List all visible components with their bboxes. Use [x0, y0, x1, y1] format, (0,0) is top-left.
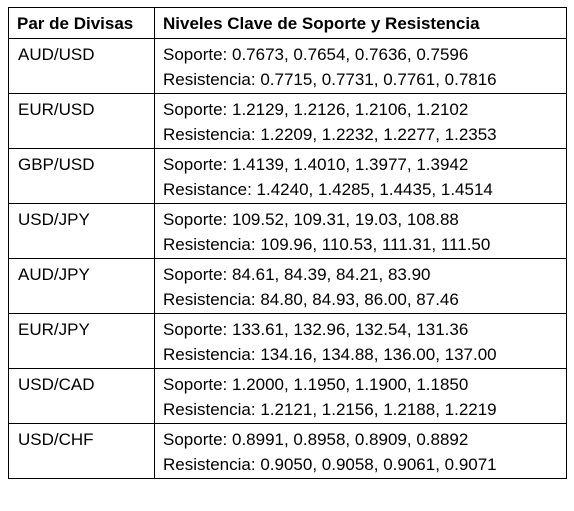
levels-cell: Soporte: 0.8991, 0.8958, 0.8909, 0.8892 R… [154, 423, 567, 479]
support-levels: Soporte: 133.61, 132.96, 132.54, 131.36 [163, 320, 469, 339]
resistance-levels: Resistencia: 1.2121, 1.2156, 1.2188, 1.2… [163, 400, 497, 419]
support-levels: Soporte: 0.8991, 0.8958, 0.8909, 0.8892 [163, 430, 469, 449]
levels-cell: Soporte: 84.61, 84.39, 84.21, 83.90 Resis… [154, 258, 567, 314]
resistance-levels: Resistencia: 134.16, 134.88, 136.00, 137… [163, 345, 497, 364]
table-row: AUD/USD Soporte: 0.7673, 0.7654, 0.7636, … [8, 38, 567, 94]
resistance-levels: Resistencia: 1.2209, 1.2232, 1.2277, 1.2… [163, 125, 497, 144]
support-levels: Soporte: 109.52, 109.31, 19.03, 108.88 [163, 210, 459, 229]
resistance-levels: Resistance: 1.4240, 1.4285, 1.4435, 1.45… [163, 180, 493, 199]
table-row: USD/CAD Soporte: 1.2000, 1.1950, 1.1900, … [8, 368, 567, 424]
currency-pair-cell: EUR/JPY [8, 313, 155, 369]
levels-cell: Soporte: 109.52, 109.31, 19.03, 108.88 Re… [154, 203, 567, 259]
table-row: USD/CHF Soporte: 0.8991, 0.8958, 0.8909, … [8, 423, 567, 479]
levels-cell: Soporte: 0.7673, 0.7654, 0.7636, 0.7596 R… [154, 38, 567, 94]
currency-pair-cell: USD/CHF [8, 423, 155, 479]
currency-pair-cell: USD/CAD [8, 368, 155, 424]
support-levels: Soporte: 1.2129, 1.2126, 1.2106, 1.2102 [163, 100, 469, 119]
table-row: GBP/USD Soporte: 1.4139, 1.4010, 1.3977, … [8, 148, 567, 204]
levels-cell: Soporte: 133.61, 132.96, 132.54, 131.36 R… [154, 313, 567, 369]
table-row: EUR/USD Soporte: 1.2129, 1.2126, 1.2106, … [8, 93, 567, 149]
support-levels: Soporte: 1.2000, 1.1950, 1.1900, 1.1850 [163, 375, 469, 394]
resistance-levels: Resistencia: 0.9050, 0.9058, 0.9061, 0.9… [163, 455, 497, 474]
table-row: AUD/JPY Soporte: 84.61, 84.39, 84.21, 83.… [8, 258, 567, 314]
table-body: AUD/USD Soporte: 0.7673, 0.7654, 0.7636, … [8, 38, 567, 479]
table-header-row: Par de Divisas Niveles Clave de Soporte … [8, 7, 567, 39]
currency-pair-cell: AUD/JPY [8, 258, 155, 314]
header-currency-pair: Par de Divisas [8, 7, 155, 39]
table-row: USD/JPY Soporte: 109.52, 109.31, 19.03, 1… [8, 203, 567, 259]
support-levels: Soporte: 0.7673, 0.7654, 0.7636, 0.7596 [163, 45, 469, 64]
header-key-levels: Niveles Clave de Soporte y Resistencia [154, 7, 567, 39]
support-levels: Soporte: 1.4139, 1.4010, 1.3977, 1.3942 [163, 155, 469, 174]
resistance-levels: Resistencia: 0.7715, 0.7731, 0.7761, 0.7… [163, 70, 497, 89]
levels-cell: Soporte: 1.2129, 1.2126, 1.2106, 1.2102 R… [154, 93, 567, 149]
support-levels: Soporte: 84.61, 84.39, 84.21, 83.90 [163, 265, 431, 284]
levels-cell: Soporte: 1.2000, 1.1950, 1.1900, 1.1850 R… [154, 368, 567, 424]
currency-pair-cell: AUD/USD [8, 38, 155, 94]
table-row: EUR/JPY Soporte: 133.61, 132.96, 132.54, … [8, 313, 567, 369]
levels-cell: Soporte: 1.4139, 1.4010, 1.3977, 1.3942 R… [154, 148, 567, 204]
currency-pair-cell: GBP/USD [8, 148, 155, 204]
support-resistance-table: Par de Divisas Niveles Clave de Soporte … [8, 7, 567, 479]
resistance-levels: Resistencia: 109.96, 110.53, 111.31, 111… [163, 235, 491, 254]
currency-pair-cell: USD/JPY [8, 203, 155, 259]
resistance-levels: Resistencia: 84.80, 84.93, 86.00, 87.46 [163, 290, 459, 309]
currency-pair-cell: EUR/USD [8, 93, 155, 149]
